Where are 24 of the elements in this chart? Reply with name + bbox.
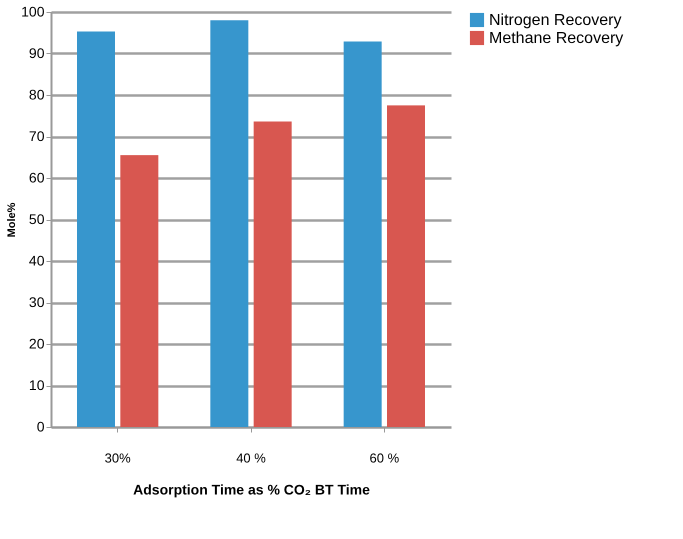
y-tick-label: 100 <box>21 4 45 20</box>
y-axis-title: Mole% <box>6 202 18 238</box>
bar <box>387 105 425 427</box>
y-tick-label: 90 <box>28 45 45 61</box>
x-axis-title: Adsorption Time as % CO₂ BT Time <box>133 482 370 498</box>
bar <box>344 41 382 427</box>
y-tick-label: 0 <box>36 418 45 434</box>
x-tick-label: 30% <box>104 450 132 466</box>
bar <box>210 20 248 427</box>
x-tick-label: 60 % <box>370 450 400 466</box>
y-tick-label: 50 <box>28 211 45 227</box>
legend-label: Methane Recovery <box>489 30 624 47</box>
y-tick-label: 60 <box>28 170 45 186</box>
y-tick-label: 80 <box>28 86 45 102</box>
y-tick-label: 20 <box>28 336 45 352</box>
y-tick-label: 70 <box>28 128 45 144</box>
bar <box>254 122 292 427</box>
legend-label: Nitrogen Recovery <box>489 12 622 29</box>
bar <box>77 32 115 427</box>
bar <box>120 155 158 427</box>
x-tick-label: 40 % <box>236 450 266 466</box>
y-tick-label: 10 <box>28 377 45 393</box>
y-tick-label: 30 <box>28 294 45 310</box>
y-tick-label: 40 <box>28 252 45 268</box>
